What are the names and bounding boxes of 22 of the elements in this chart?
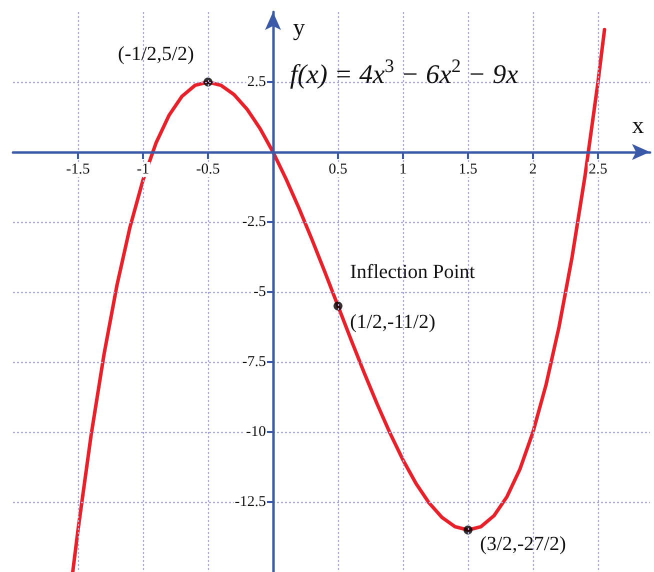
x-tick-label: 1 xyxy=(399,162,407,178)
annotation: (-1/2,5/2) xyxy=(118,43,194,65)
y-tick-label: -7.5 xyxy=(242,354,266,370)
y-tick-label: 2.5 xyxy=(247,74,266,90)
point xyxy=(334,302,342,310)
y-tick-label: -12.5 xyxy=(234,494,266,510)
annotation: (3/2,-27/2) xyxy=(480,533,566,555)
point xyxy=(464,526,472,534)
x-tick-label: -1.5 xyxy=(66,162,90,178)
y-tick-label: -2.5 xyxy=(242,214,266,230)
x-tick-label: 2.5 xyxy=(588,162,608,178)
annotation: (1/2,-11/2) xyxy=(350,311,436,333)
x-axis-title: x xyxy=(632,113,644,139)
x-tick-label: -1 xyxy=(136,162,150,178)
x-tick-label: 2 xyxy=(529,162,537,178)
y-tick-label: -5 xyxy=(254,284,266,300)
y-tick-label: -10 xyxy=(246,424,266,440)
x-tick-label: -0.5 xyxy=(196,162,220,178)
annotation: Inflection Point xyxy=(350,261,476,283)
y-axis-title: y xyxy=(293,15,305,41)
x-tick-label: 1.5 xyxy=(458,162,478,178)
x-tick-label: 0.5 xyxy=(328,162,348,178)
